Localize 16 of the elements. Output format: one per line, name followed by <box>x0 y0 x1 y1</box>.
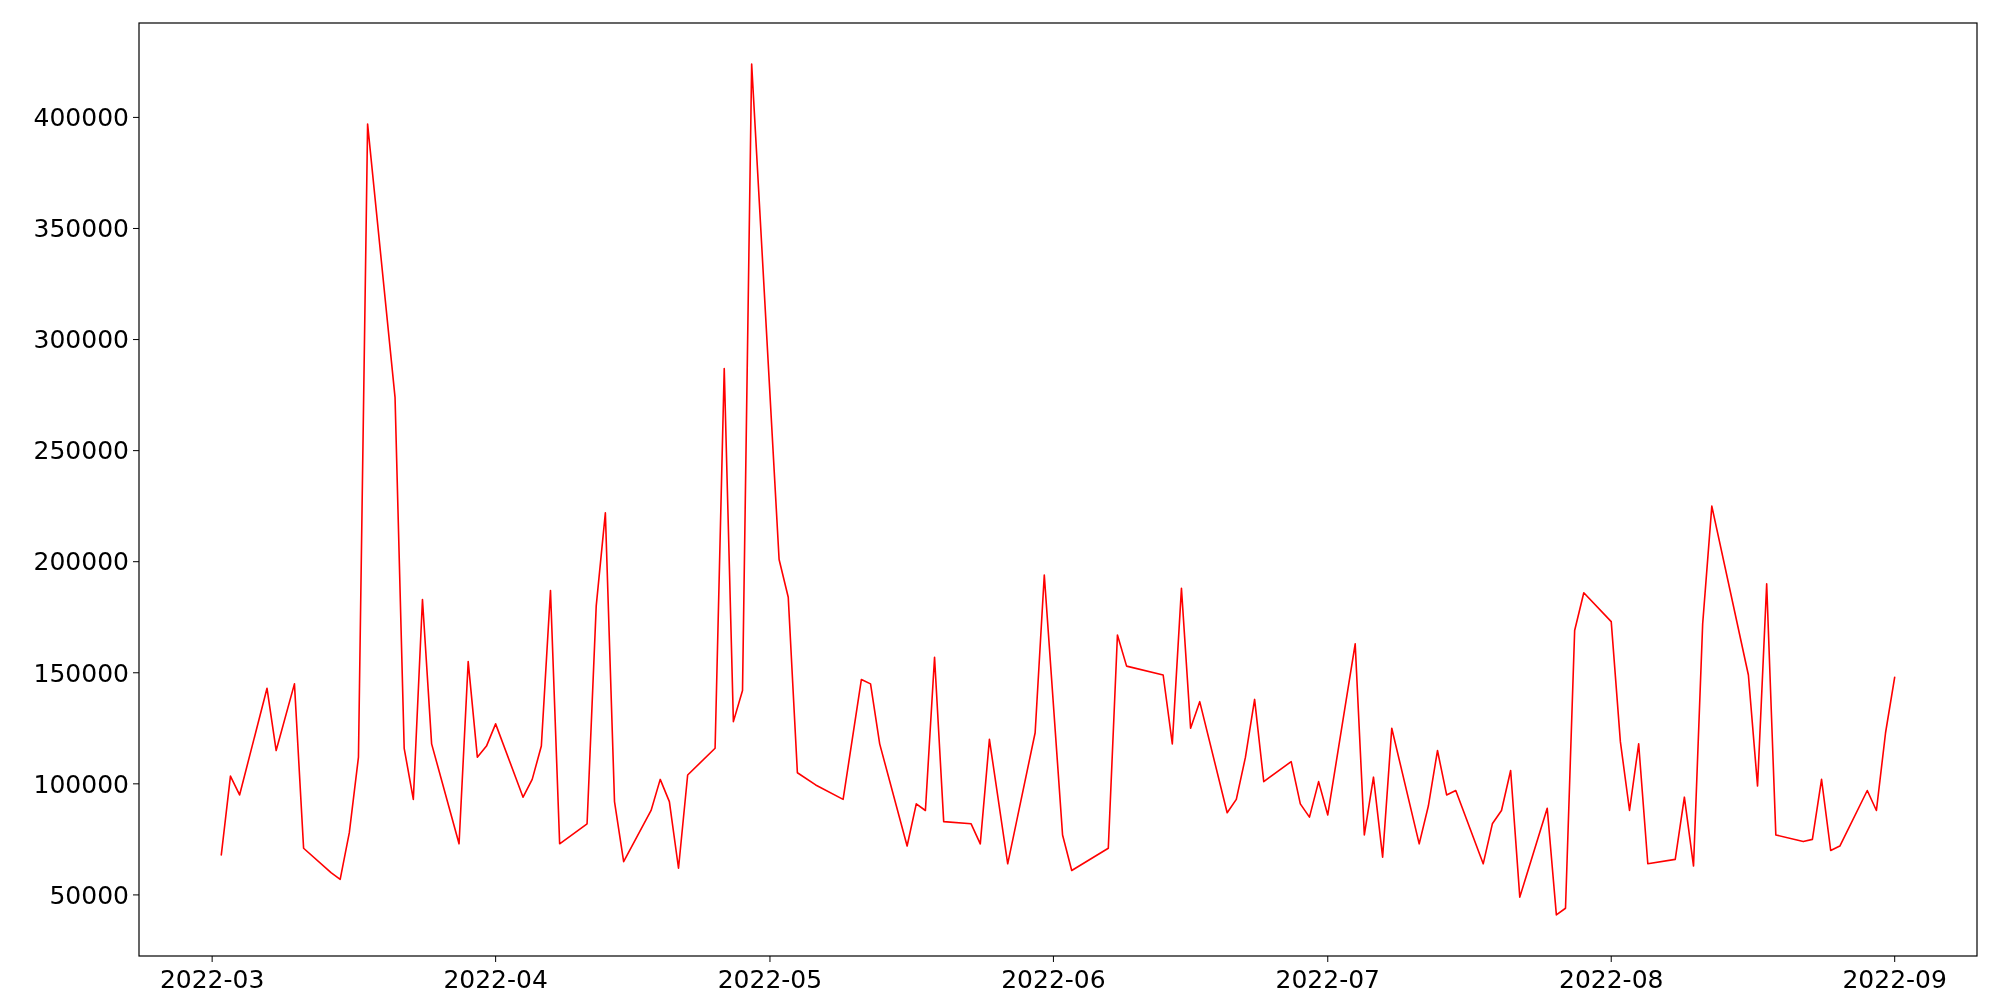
x-tick-label: 2022-07 <box>1275 965 1380 994</box>
y-tick-label: 50000 <box>49 880 129 910</box>
x-tick-label: 2022-06 <box>1001 965 1106 994</box>
x-tick-label: 2022-05 <box>717 965 823 994</box>
y-tick-label: 300000 <box>33 325 129 355</box>
y-tick-label: 100000 <box>33 769 129 799</box>
y-tick-label: 150000 <box>33 658 129 688</box>
y-tick-label: 250000 <box>33 436 129 466</box>
x-tick-label: 2022-03 <box>159 965 265 994</box>
y-tick-label: 200000 <box>33 547 129 577</box>
x-tick-label: 2022-04 <box>443 965 548 994</box>
x-tick-label: 2022-08 <box>1558 965 1664 994</box>
y-tick-label: 400000 <box>33 103 129 133</box>
y-tick-label: 350000 <box>33 214 129 244</box>
x-tick-label: 2022-09 <box>1842 965 1947 994</box>
line-series <box>220 63 1896 916</box>
